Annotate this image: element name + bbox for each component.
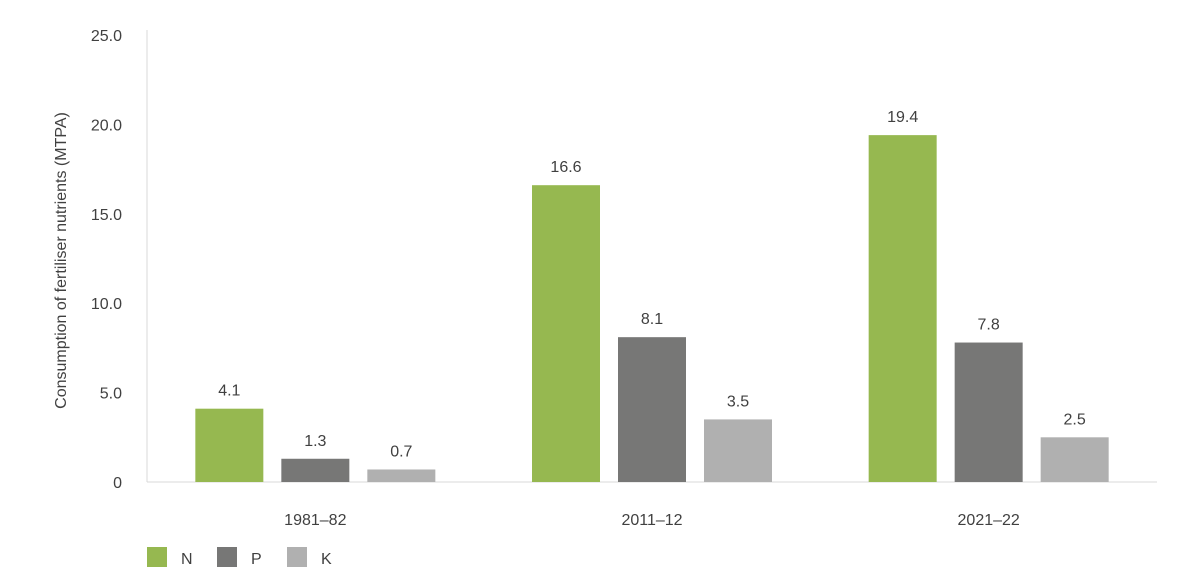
bar-n	[868, 135, 937, 483]
legend-swatch-p	[217, 547, 237, 567]
y-tick-label: 0	[113, 475, 122, 492]
bar-p	[954, 342, 1023, 482]
legend-swatch-k	[287, 547, 307, 567]
data-label: 0.7	[390, 443, 412, 460]
x-category-label: 2021–22	[958, 512, 1020, 529]
data-label: 19.4	[887, 109, 918, 126]
bar-layer	[195, 135, 1109, 483]
data-label: 4.1	[218, 383, 240, 400]
axis-layer: 0 5.0 10.0 15.0 20.0 25.0 Consumption of ferti…	[53, 28, 1157, 529]
data-label: 16.6	[550, 159, 581, 176]
bar-k	[704, 419, 772, 482]
bar-k	[367, 469, 436, 482]
data-label: 8.1	[641, 311, 663, 328]
label-layer: 4.1 1.3 0.7 16.6 8.1 3.5 19.4 7.8 2.5	[218, 109, 1086, 460]
y-tick-label: 10.0	[91, 296, 122, 313]
bar-n	[532, 185, 600, 482]
y-tick-label: 20.0	[91, 117, 122, 134]
legend-label: P	[251, 551, 262, 568]
bar-k	[1040, 437, 1109, 482]
data-label: 3.5	[727, 393, 749, 410]
y-tick-label: 5.0	[100, 386, 122, 403]
x-category-label: 1981–82	[284, 512, 346, 529]
y-axis-title: Consumption of fertiliser nutrients (MTP…	[53, 112, 70, 409]
data-label: 7.8	[978, 317, 1000, 334]
bar-p	[281, 458, 350, 482]
y-tick-label: 15.0	[91, 207, 122, 224]
legend-label: N	[181, 551, 193, 568]
legend-swatch-n	[147, 547, 167, 567]
legend-label: K	[321, 551, 332, 568]
data-label: 1.3	[304, 433, 326, 450]
bar-p	[618, 337, 686, 482]
x-category-label: 2011–12	[621, 512, 682, 529]
y-tick-label: 25.0	[91, 28, 122, 45]
data-label: 2.5	[1064, 411, 1086, 428]
bar-n	[195, 408, 264, 482]
